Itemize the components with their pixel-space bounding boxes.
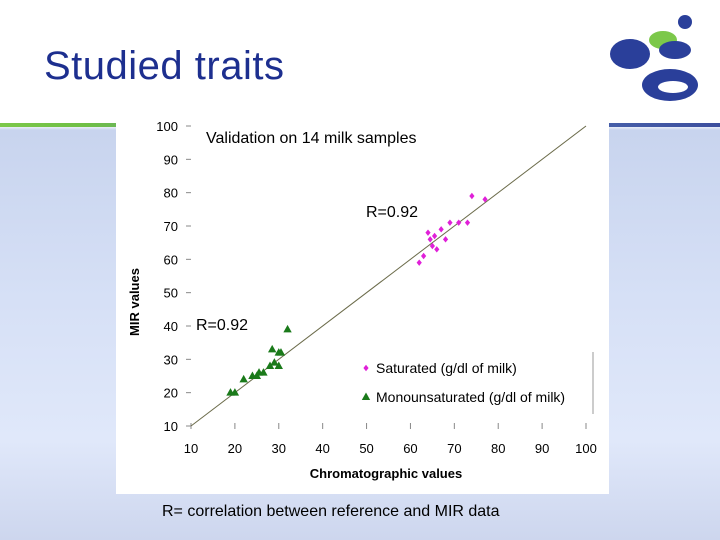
y-tick-label: 20 (164, 386, 178, 401)
saturated-point (427, 236, 433, 243)
y-tick-label: 10 (164, 419, 178, 434)
chart-panel: Validation on 14 milk samples 10 20 30 40 50… (116, 104, 609, 494)
saturated-point (482, 196, 488, 203)
y-tick-label: 100 (156, 119, 178, 134)
y-tick-label: 80 (164, 186, 178, 201)
correlation-annotation: R=0.92 (196, 317, 248, 334)
saturated-point (425, 229, 431, 236)
monounsaturated-point (276, 348, 286, 356)
monounsaturated-point (230, 388, 240, 396)
y-tick-label: 90 (164, 152, 178, 167)
saturated-point (464, 219, 471, 226)
monounsaturated-point (267, 344, 277, 353)
saturated-point (416, 259, 422, 266)
y-tick-label: 70 (164, 219, 178, 234)
data-points (226, 192, 488, 396)
saturated-point (469, 192, 475, 200)
monounsaturated-point (274, 361, 283, 369)
x-tick-label: 40 (315, 441, 329, 456)
x-tick-label: 90 (535, 441, 549, 456)
legend-marker (361, 392, 371, 400)
chart-legend: Saturated (g/dl of milk) Monounsaturated … (361, 352, 594, 414)
monounsaturated-point (283, 324, 292, 333)
slide-title: Studied traits (44, 44, 285, 88)
x-axis-label: Chromatographic values (310, 466, 462, 481)
x-tick-label: 10 (184, 441, 198, 456)
x-tick-label: 30 (272, 441, 286, 456)
x-tick-label: 80 (491, 441, 505, 456)
correlation-annotation: R=0.92 (366, 204, 418, 221)
legend-marker (363, 364, 369, 372)
y-tick-label: 60 (164, 252, 178, 267)
saturated-point (431, 232, 438, 240)
legend-label: Monounsaturated (g/dl of milk) (376, 389, 565, 405)
saturated-point (438, 226, 444, 233)
saturated-point (421, 252, 427, 260)
chart-annotations: R=0.92 R=0.92 (196, 204, 418, 334)
saturated-point (442, 236, 449, 243)
x-tick-label: 70 (447, 441, 461, 456)
x-tick-label: 20 (228, 441, 242, 456)
y-axis-label: MIR values (127, 268, 142, 336)
x-tick-label: 60 (403, 441, 417, 456)
legend-label: Saturated (g/dl of milk) (376, 360, 517, 376)
y-tick-label: 50 (164, 286, 178, 301)
reference-line (190, 125, 587, 427)
monounsaturated-point (239, 374, 248, 383)
chart-axes: 10 20 30 40 50 60 70 80 90 100 10 20 30 40 50 60 70 80 90 1… (156, 119, 597, 456)
y-tick-label: 30 (164, 352, 178, 367)
x-tick-label: 100 (575, 441, 597, 456)
monounsaturated-point (259, 368, 268, 376)
saturated-point (456, 219, 462, 226)
slide-caption: R= correlation between reference and MIR… (162, 503, 500, 520)
monounsaturated-point (265, 361, 275, 369)
saturated-point (429, 242, 435, 250)
monounsaturated-point (270, 358, 279, 366)
company-logo-icon (610, 15, 698, 101)
saturated-point (434, 246, 440, 253)
scatter-chart: Validation on 14 milk samples 10 20 30 40 50… (127, 119, 597, 481)
x-tick-label: 50 (359, 441, 373, 456)
chart-title: Validation on 14 milk samples (206, 130, 416, 147)
y-tick-label: 40 (164, 319, 178, 334)
saturated-point (447, 219, 453, 226)
